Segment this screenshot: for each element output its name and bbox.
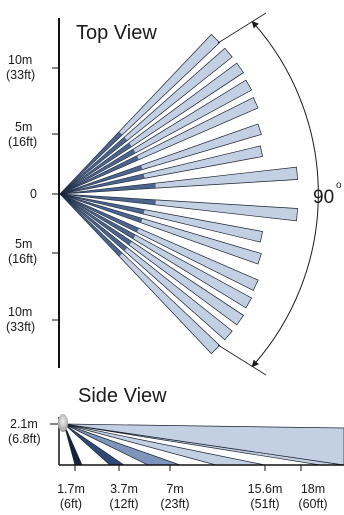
side-view-distance-ticks (74, 465, 302, 471)
distance-18m: 18m (301, 482, 325, 496)
y-sub-5m-top: (16ft) (8, 135, 37, 149)
y-label-5m-top: 5m (15, 120, 32, 134)
detection-zone-core-15 (60, 194, 128, 251)
distance-7m-ft: (23ft) (160, 497, 189, 511)
detection-zone-core-1 (60, 131, 123, 194)
detection-zone-core-12 (60, 194, 139, 233)
detection-zone-core-9 (60, 194, 156, 205)
angle-extension-bottom (217, 344, 267, 376)
detection-zone-core-7 (60, 173, 145, 194)
y-sub-10m-bottom: (33ft) (6, 320, 35, 334)
detection-zone-core-13 (60, 194, 136, 239)
distance-15-6m: 15.6m (248, 482, 283, 496)
detection-zone-core-11 (60, 194, 143, 223)
distance-7m: 7m (166, 482, 183, 496)
side-view: Side View 2.1m (6.8ft) 1.7m (6ft) 3.7m (… (8, 385, 344, 511)
top-view-y-labels: 10m (33ft) 5m (16ft) 0 5m (16ft) 10m (33… (6, 53, 37, 334)
distance-15-6m-ft: (51ft) (250, 497, 279, 511)
distance-18m-ft: (60ft) (298, 497, 327, 511)
top-view: Top View 10m (33ft) 5m (16ft) 0 5m (16ft… (6, 12, 342, 376)
top-view-title: Top View (76, 22, 157, 44)
detection-zone-core-5 (60, 155, 139, 194)
distance-3-7m: 3.7m (110, 482, 138, 496)
detection-zone-core-6 (60, 165, 143, 194)
angle-arc-arrow (251, 20, 319, 368)
y-label-10m-top: 10m (8, 53, 32, 67)
detection-zone-core-3 (60, 142, 132, 194)
y-label-5m-bottom: 5m (15, 237, 32, 251)
height-label: 2.1m (10, 417, 38, 431)
detection-zone-core-2 (60, 137, 128, 194)
side-view-distance-labels: 1.7m (6ft) 3.7m (12ft) 7m (23ft) 15.6m (… (57, 482, 327, 511)
side-view-beams (63, 423, 344, 466)
detection-zone-core-4 (60, 149, 136, 194)
detection-zone-core-14 (60, 194, 132, 246)
top-view-y-axis-ticks (52, 67, 59, 321)
distance-1-7m: 1.7m (57, 482, 85, 496)
y-sub-5m-bottom: (16ft) (8, 252, 37, 266)
side-beam-far-upper (63, 423, 344, 466)
distance-1-7m-ft: (6ft) (60, 497, 82, 511)
sensor-lens-icon (58, 414, 68, 432)
y-sub-10m-top: (33ft) (6, 68, 35, 82)
top-view-beams (59, 33, 298, 355)
detection-zone-core-10 (60, 194, 145, 215)
angle-value: 90 (313, 187, 334, 208)
y-label-zero: 0 (30, 187, 37, 201)
distance-3-7m-ft: (12ft) (109, 497, 138, 511)
detection-zone-core-16 (60, 194, 123, 257)
angle-indicator: 90 o (217, 12, 342, 376)
detection-zone-core-8 (60, 183, 156, 194)
angle-degree-symbol: o (336, 180, 342, 191)
height-sub-label: (6.8ft) (8, 432, 41, 446)
y-label-10m-bottom: 10m (8, 305, 32, 319)
angle-extension-top (217, 12, 267, 44)
side-view-title: Side View (78, 385, 167, 407)
